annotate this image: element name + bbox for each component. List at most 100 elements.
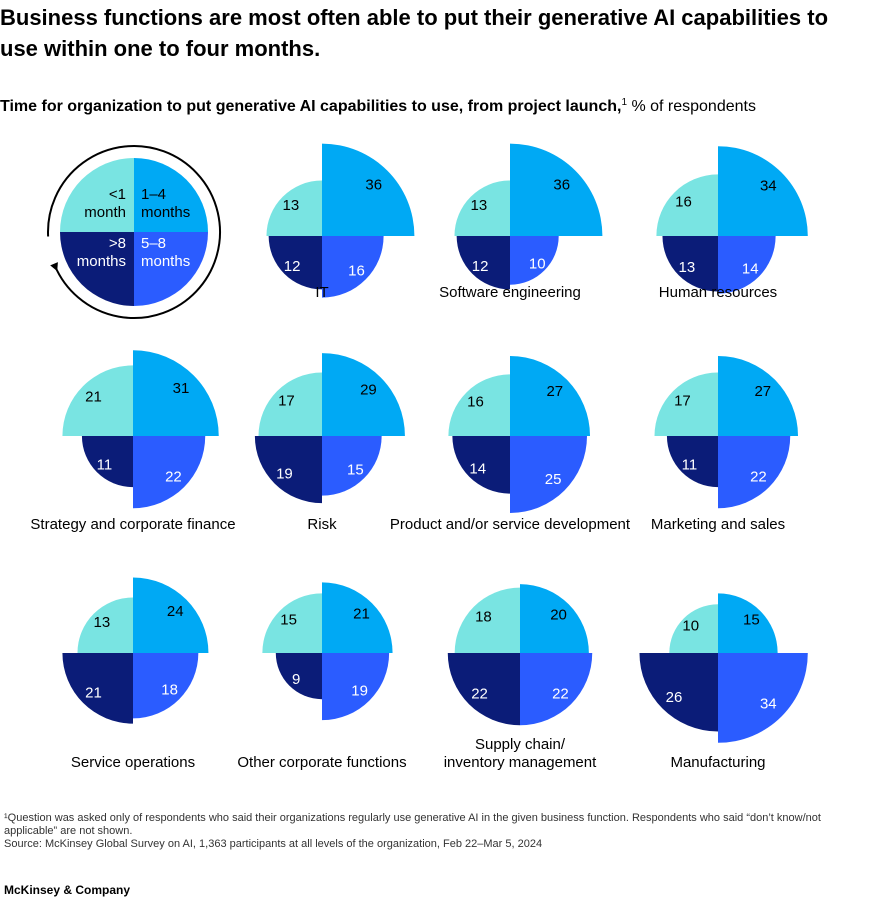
quadrant-gt8 bbox=[456, 236, 510, 290]
quadrant-m1to4 bbox=[718, 355, 799, 436]
value-label-m5to8: 34 bbox=[760, 695, 777, 712]
legend-quadrant-m1to4 bbox=[134, 158, 208, 232]
function-label: Human resources bbox=[659, 284, 777, 301]
quadrant-m5to8 bbox=[133, 436, 206, 509]
quadrant-lt1 bbox=[454, 587, 520, 653]
quadrant-m1to4 bbox=[133, 350, 219, 436]
function-label: Marketing and sales bbox=[651, 516, 785, 533]
subtitle-bold: Time for organization to put generative … bbox=[0, 98, 622, 115]
value-label-m1to4: 36 bbox=[553, 176, 570, 193]
value-label-m5to8: 25 bbox=[545, 471, 562, 488]
quadrant-m1to4 bbox=[718, 593, 778, 653]
quadrant-gt8 bbox=[639, 653, 718, 732]
value-label-m1to4: 27 bbox=[546, 383, 563, 400]
brand-logo-text: McKinsey & Company bbox=[4, 883, 131, 897]
value-label-m5to8: 19 bbox=[351, 683, 368, 700]
value-label-m5to8: 16 bbox=[348, 262, 365, 279]
quadrant-m5to8 bbox=[718, 436, 791, 509]
quadrant-gt8 bbox=[62, 653, 134, 724]
quadrant-m1to4 bbox=[322, 582, 393, 653]
quadrant-gt8 bbox=[268, 236, 322, 290]
value-label-m1to4: 34 bbox=[760, 178, 777, 195]
quadrant-gt8 bbox=[275, 653, 322, 700]
function-label: Service operations bbox=[71, 754, 195, 771]
legend-label-5to8-line2: months bbox=[141, 253, 190, 270]
quadrant-lt1 bbox=[262, 593, 322, 653]
value-label-gt8: 9 bbox=[292, 671, 300, 688]
quadrant-m1to4 bbox=[133, 577, 209, 653]
quadrant-lt1 bbox=[266, 180, 322, 236]
quadrant-m5to8 bbox=[510, 436, 587, 513]
value-label-m1to4: 31 bbox=[173, 380, 190, 397]
footnotes: ¹Question was asked only of respondents … bbox=[4, 812, 874, 851]
value-label-m1to4: 29 bbox=[360, 382, 377, 399]
quadrant-lt1 bbox=[62, 365, 134, 436]
value-label-m5to8: 18 bbox=[161, 682, 178, 699]
value-label-m1to4: 36 bbox=[365, 176, 382, 193]
value-label-lt1: 10 bbox=[682, 618, 699, 635]
quadrant-m1to4 bbox=[718, 146, 808, 236]
value-label-gt8: 11 bbox=[682, 457, 698, 474]
quadrant-m1to4 bbox=[510, 143, 603, 236]
value-label-gt8: 12 bbox=[472, 258, 489, 275]
quadrant-lt1 bbox=[654, 372, 718, 436]
value-label-m5to8: 22 bbox=[750, 468, 767, 485]
function-label: Manufacturing bbox=[670, 754, 765, 771]
value-label-m1to4: 24 bbox=[167, 603, 184, 620]
function-label: Strategy and corporate finance bbox=[30, 516, 235, 533]
quadrant-gt8 bbox=[447, 653, 520, 726]
value-label-lt1: 15 bbox=[280, 612, 297, 629]
function-label: IT bbox=[315, 284, 328, 301]
quadrant-gt8 bbox=[452, 436, 510, 494]
footnote-marker: 1 bbox=[621, 97, 627, 108]
legend-quadrant-lt1 bbox=[60, 158, 134, 232]
quadrant-m5to8 bbox=[718, 653, 808, 743]
legend-label-1to4-line1: 1–4 bbox=[141, 186, 166, 203]
function-label-line2: inventory management bbox=[444, 754, 597, 771]
quadrant-gt8 bbox=[81, 436, 133, 488]
value-label-m5to8: 14 bbox=[742, 260, 759, 277]
quadrant-gt8 bbox=[662, 236, 718, 292]
chart-subtitle: Time for organization to put generative … bbox=[0, 92, 890, 118]
value-label-lt1: 16 bbox=[675, 194, 692, 211]
value-label-gt8: 21 bbox=[85, 685, 102, 702]
legend-quadrant-m5to8 bbox=[134, 232, 208, 306]
value-label-m5to8: 22 bbox=[165, 468, 182, 485]
quadrant-lt1 bbox=[454, 180, 510, 236]
function-label: Other corporate functions bbox=[237, 754, 406, 771]
value-label-gt8: 22 bbox=[471, 685, 488, 702]
value-label-m1to4: 20 bbox=[550, 606, 567, 623]
quadrant-m5to8 bbox=[520, 653, 593, 726]
quadrant-lt1 bbox=[669, 604, 718, 653]
legend-label-lt1-line2: month bbox=[84, 204, 126, 221]
subtitle-unit: % of respondents bbox=[627, 98, 756, 115]
legend-label-gt8-line1: >8 bbox=[109, 235, 126, 252]
value-label-gt8: 26 bbox=[666, 689, 683, 706]
quadrant-m5to8 bbox=[322, 236, 384, 298]
quadrant-m5to8 bbox=[133, 653, 199, 719]
legend-arrow-head bbox=[50, 262, 58, 272]
quadrant-m5to8 bbox=[510, 236, 559, 285]
chart-title: Business functions are most often able t… bbox=[0, 5, 829, 61]
value-label-lt1: 13 bbox=[94, 614, 111, 631]
value-label-lt1: 13 bbox=[471, 197, 488, 214]
value-label-lt1: 18 bbox=[475, 608, 492, 625]
quadrant-chart: <1month1–4months>8months5–8months1336161… bbox=[30, 143, 808, 771]
quadrant-lt1 bbox=[77, 597, 133, 653]
function-label: Risk bbox=[307, 516, 337, 533]
value-label-m5to8: 22 bbox=[552, 685, 569, 702]
value-label-m5to8: 15 bbox=[347, 461, 364, 478]
value-label-gt8: 14 bbox=[469, 460, 486, 477]
function-label-line1: Supply chain/ bbox=[475, 736, 566, 753]
value-label-gt8: 12 bbox=[284, 258, 301, 275]
quadrant-m5to8 bbox=[718, 236, 776, 294]
quadrant-lt1 bbox=[448, 374, 510, 436]
function-label: Software engineering bbox=[439, 284, 581, 301]
legend-label-gt8-line2: months bbox=[77, 253, 126, 270]
quadrant-m5to8 bbox=[322, 436, 382, 496]
value-label-lt1: 17 bbox=[674, 392, 691, 409]
value-label-m1to4: 21 bbox=[353, 605, 370, 622]
function-label: Product and/or service development bbox=[390, 516, 631, 533]
quadrant-gt8 bbox=[254, 436, 322, 504]
footnote-1: ¹Question was asked only of respondents … bbox=[4, 812, 821, 837]
